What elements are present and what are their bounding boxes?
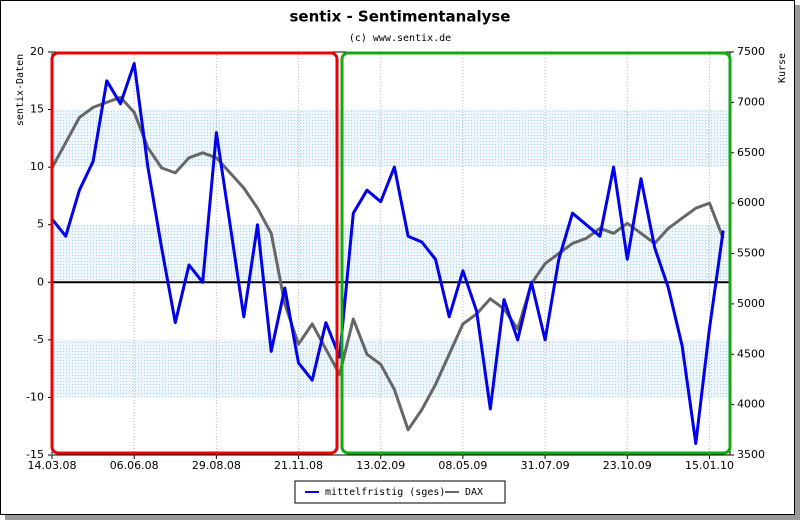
x-tick-label: 31.07.09 bbox=[521, 459, 570, 472]
x-tick-label: 14.03.08 bbox=[28, 459, 77, 472]
y2-tick-label: 5500 bbox=[737, 247, 765, 260]
x-tick-label: 08.05.09 bbox=[438, 459, 487, 472]
chart-subtitle: (c) www.sentix.de bbox=[349, 33, 451, 44]
legend-label: DAX bbox=[465, 487, 483, 498]
y-axis-label: sentix-Daten bbox=[15, 54, 26, 126]
y-tick-label: 20 bbox=[30, 45, 44, 58]
legend bbox=[294, 480, 506, 504]
chart-title: sentix - Sentimentanalyse bbox=[289, 8, 510, 26]
y2-tick-label: 7500 bbox=[737, 45, 765, 58]
y2-tick-label: 4000 bbox=[737, 398, 765, 411]
y2-tick-label: 3500 bbox=[737, 448, 765, 461]
x-tick-label: 29.08.08 bbox=[192, 459, 241, 472]
shadow bbox=[795, 5, 800, 520]
y2-tick-label: 6500 bbox=[737, 146, 765, 159]
highlight-box bbox=[50, 51, 339, 455]
y-tick-label: -5 bbox=[33, 333, 44, 346]
x-tick-label: 15.01.10 bbox=[685, 459, 734, 472]
plot: -15 -10 -5 0 5 10 15 20 3500 4000 4500 5000 5500 6000… bbox=[26, 45, 765, 472]
y2-tick-label: 4500 bbox=[737, 347, 765, 360]
y-tick-label: 5 bbox=[37, 218, 44, 231]
y2-tick-label: 7000 bbox=[737, 95, 765, 108]
x-tick-label: 21.11.08 bbox=[274, 459, 323, 472]
grid-band bbox=[52, 339, 730, 398]
y2-tick-label: 6000 bbox=[737, 196, 765, 209]
y-tick-label: -10 bbox=[26, 390, 44, 403]
y-tick-label: 10 bbox=[30, 160, 44, 173]
x-tick-label: 13.02.09 bbox=[356, 459, 405, 472]
data-line bbox=[50, 62, 725, 445]
y-tick-label: 0 bbox=[37, 275, 44, 288]
y-tick-label: -15 bbox=[26, 448, 44, 461]
y2-tick-label: 5000 bbox=[737, 297, 765, 310]
y-tick-label: 15 bbox=[30, 103, 44, 116]
highlight-box bbox=[340, 51, 732, 455]
data-line bbox=[50, 95, 725, 432]
x-tick-label: 23.10.09 bbox=[603, 459, 652, 472]
shadow bbox=[5, 515, 800, 520]
x-tick-label: 06.06.08 bbox=[110, 459, 159, 472]
y2-axis-label: Kurse bbox=[777, 53, 788, 83]
grid-band bbox=[52, 109, 730, 168]
legend-label: mittelfristig (sges) bbox=[325, 487, 445, 498]
